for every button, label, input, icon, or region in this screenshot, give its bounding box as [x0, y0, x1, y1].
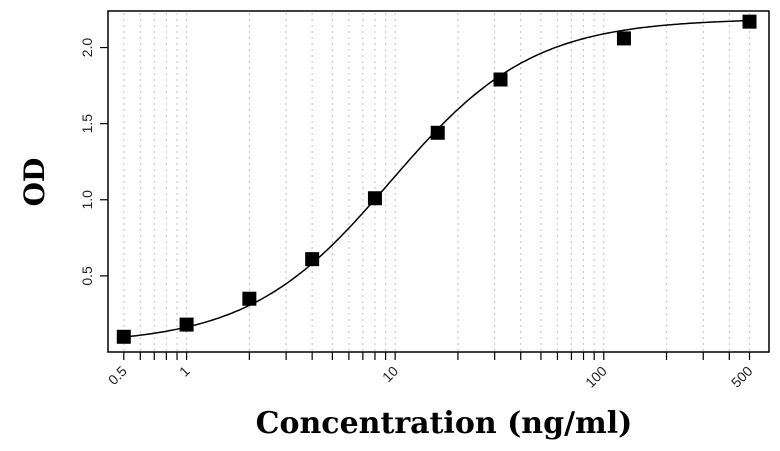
x-axis-title: Concentration (ng/ml): [256, 406, 633, 441]
x-tick-label: 100: [582, 363, 610, 391]
data-points: [116, 14, 757, 344]
y-tick-label: 1.5: [79, 114, 95, 134]
x-tick-label: 0.5: [105, 363, 130, 388]
x-tick-label: 10: [379, 363, 401, 385]
x-tick-label: 500: [728, 363, 756, 391]
fit-curve: [123, 19, 750, 338]
data-point: [179, 317, 194, 332]
x-tick-label: 1: [176, 363, 193, 380]
y-tick-label: 0.5: [79, 266, 95, 286]
data-point: [616, 31, 631, 46]
data-point: [305, 252, 320, 267]
data-point: [116, 329, 131, 344]
y-axis-ticks: 0.5 1.0 1.5 2.0: [79, 38, 108, 286]
x-axis-ticks: 0.5 1 10 100 500: [105, 352, 756, 391]
grid-lines: [123, 13, 751, 351]
data-point: [493, 72, 508, 87]
y-tick-label: 1.0: [79, 190, 95, 210]
y-axis-title: OD: [18, 158, 51, 207]
y-tick-label: 2.0: [79, 38, 95, 58]
data-point: [367, 191, 382, 206]
data-point: [242, 291, 257, 306]
data-point: [430, 125, 445, 140]
data-point: [742, 14, 757, 29]
plot-frame: [107, 10, 770, 353]
